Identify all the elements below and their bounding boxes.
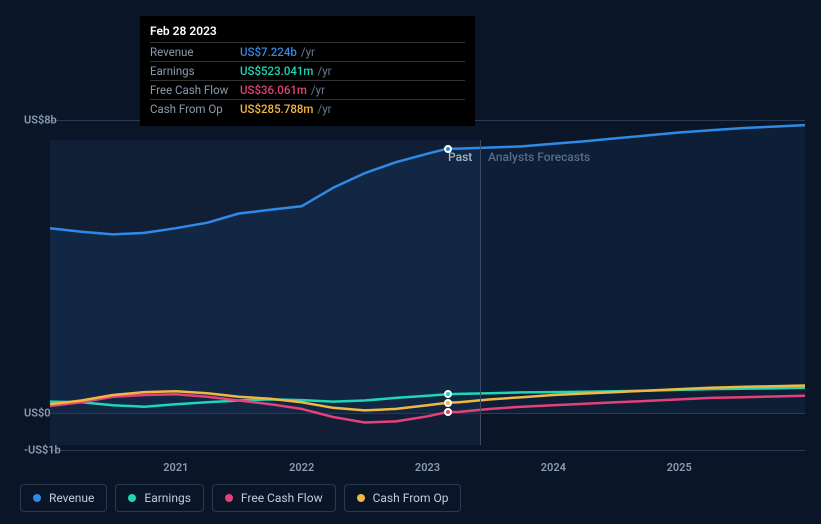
legend: Revenue Earnings Free Cash Flow Cash From O…	[20, 484, 461, 512]
tooltip-row-label: Free Cash Flow	[150, 83, 240, 97]
legend-dot-icon	[225, 494, 233, 502]
tooltip-row-unit: /yr	[301, 45, 315, 59]
legend-dot-icon	[357, 494, 365, 502]
legend-item[interactable]: Revenue	[20, 484, 107, 512]
legend-item[interactable]: Cash From Op	[344, 484, 462, 512]
tooltip-row: Free Cash FlowUS$36.061m/yr	[150, 80, 465, 99]
x-axis-label: 2024	[541, 461, 566, 474]
x-axis-label: 2021	[163, 461, 188, 474]
legend-dot-icon	[33, 494, 41, 502]
series-marker	[444, 408, 452, 416]
tooltip-row-value: US$7.224b	[240, 45, 297, 59]
chart-lines	[50, 120, 805, 450]
legend-item[interactable]: Earnings	[115, 484, 204, 512]
tooltip-row-label: Cash From Op	[150, 102, 240, 116]
x-axis-label: 2023	[415, 461, 440, 474]
legend-label: Earnings	[144, 491, 191, 505]
tooltip-row-unit: /yr	[317, 102, 331, 116]
tooltip-row-value: US$36.061m	[240, 83, 307, 97]
series-marker	[444, 390, 452, 398]
tooltip-row: RevenueUS$7.224b/yr	[150, 42, 465, 61]
tooltip-row-label: Revenue	[150, 45, 240, 59]
x-axis-label: 2022	[289, 461, 314, 474]
legend-item[interactable]: Free Cash Flow	[212, 484, 336, 512]
legend-label: Cash From Op	[373, 491, 449, 505]
legend-label: Free Cash Flow	[241, 491, 323, 505]
series-marker	[444, 145, 452, 153]
tooltip-row: Cash From OpUS$285.788m/yr	[150, 99, 465, 118]
legend-label: Revenue	[49, 491, 94, 505]
tooltip-row-unit: /yr	[311, 83, 325, 97]
legend-dot-icon	[128, 494, 136, 502]
tooltip-date: Feb 28 2023	[150, 24, 465, 42]
revenue-area	[50, 125, 805, 413]
tooltip-row-value: US$285.788m	[240, 102, 313, 116]
tooltip-row-label: Earnings	[150, 64, 240, 78]
tooltip-row-unit: /yr	[317, 64, 331, 78]
y-gridline	[50, 450, 805, 451]
series-marker	[444, 399, 452, 407]
tooltip-row: EarningsUS$523.041m/yr	[150, 61, 465, 80]
past-forecast-divider	[480, 140, 481, 445]
tooltip: Feb 28 2023 RevenueUS$7.224b/yrEarningsU…	[140, 16, 475, 126]
tooltip-row-value: US$523.041m	[240, 64, 313, 78]
x-axis-label: 2025	[667, 461, 692, 474]
y-axis-label: US$0	[24, 407, 51, 420]
